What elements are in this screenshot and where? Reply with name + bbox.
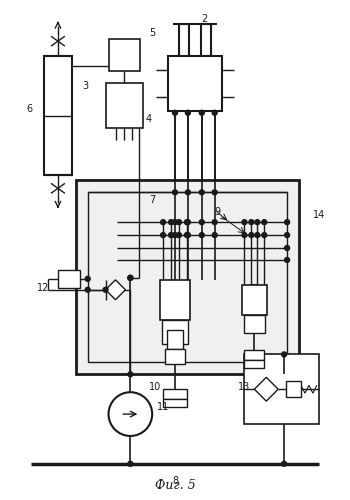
Circle shape <box>108 392 152 436</box>
Circle shape <box>103 288 108 292</box>
Bar <box>58 270 80 288</box>
Circle shape <box>255 220 260 224</box>
Circle shape <box>212 220 217 224</box>
Bar <box>108 39 140 71</box>
Circle shape <box>249 220 254 224</box>
Circle shape <box>85 276 90 281</box>
Bar <box>244 354 319 424</box>
Text: 7: 7 <box>149 196 155 205</box>
Circle shape <box>186 190 190 195</box>
Bar <box>160 280 190 320</box>
Text: 3: 3 <box>83 81 89 91</box>
Circle shape <box>184 232 189 237</box>
Text: 5: 5 <box>149 28 155 38</box>
Bar <box>44 56 72 176</box>
Text: 4: 4 <box>145 114 151 124</box>
Circle shape <box>186 220 190 224</box>
Circle shape <box>282 352 287 357</box>
Bar <box>244 314 265 332</box>
Circle shape <box>262 232 267 237</box>
Circle shape <box>199 220 204 224</box>
Circle shape <box>176 232 181 237</box>
Text: 2: 2 <box>202 14 208 24</box>
Text: 10: 10 <box>149 382 161 392</box>
Circle shape <box>285 232 289 237</box>
Circle shape <box>173 232 177 237</box>
Circle shape <box>161 232 166 237</box>
Circle shape <box>285 258 289 262</box>
Circle shape <box>212 110 217 116</box>
Circle shape <box>285 246 289 250</box>
Bar <box>163 389 187 399</box>
Circle shape <box>128 276 133 280</box>
Bar <box>163 399 187 407</box>
Circle shape <box>199 110 204 116</box>
Bar <box>165 350 185 364</box>
Text: 8: 8 <box>172 476 178 486</box>
Bar <box>243 285 267 314</box>
Bar <box>162 320 188 344</box>
Text: 12: 12 <box>37 283 49 293</box>
Circle shape <box>242 220 247 224</box>
Circle shape <box>285 220 289 224</box>
Bar <box>244 350 264 360</box>
Bar <box>76 180 299 374</box>
Circle shape <box>176 220 181 224</box>
Bar <box>106 83 143 128</box>
Bar <box>244 360 264 368</box>
Circle shape <box>128 372 133 377</box>
Bar <box>286 382 301 397</box>
Bar <box>168 56 222 111</box>
Circle shape <box>242 232 247 237</box>
Circle shape <box>85 288 90 292</box>
Circle shape <box>186 110 190 116</box>
Circle shape <box>186 232 190 237</box>
Circle shape <box>173 110 177 116</box>
Bar <box>167 330 183 349</box>
Polygon shape <box>254 378 278 401</box>
Circle shape <box>128 276 133 280</box>
Circle shape <box>169 232 174 237</box>
Circle shape <box>173 220 177 224</box>
Polygon shape <box>106 280 125 299</box>
Circle shape <box>262 220 267 224</box>
Circle shape <box>212 232 217 237</box>
Circle shape <box>161 220 166 224</box>
Text: 9: 9 <box>215 207 221 217</box>
Circle shape <box>249 232 254 237</box>
Text: Фиг. 5: Фиг. 5 <box>155 478 195 492</box>
Text: 14: 14 <box>313 210 325 220</box>
Circle shape <box>282 462 287 466</box>
Circle shape <box>184 220 189 224</box>
Circle shape <box>212 190 217 195</box>
Bar <box>88 192 287 362</box>
Circle shape <box>128 462 133 466</box>
Text: 11: 11 <box>157 402 169 412</box>
Circle shape <box>173 190 177 195</box>
Circle shape <box>199 190 204 195</box>
Circle shape <box>255 232 260 237</box>
Circle shape <box>169 220 174 224</box>
Text: 13: 13 <box>238 382 251 392</box>
Circle shape <box>199 232 204 237</box>
Text: 6: 6 <box>26 104 32 114</box>
